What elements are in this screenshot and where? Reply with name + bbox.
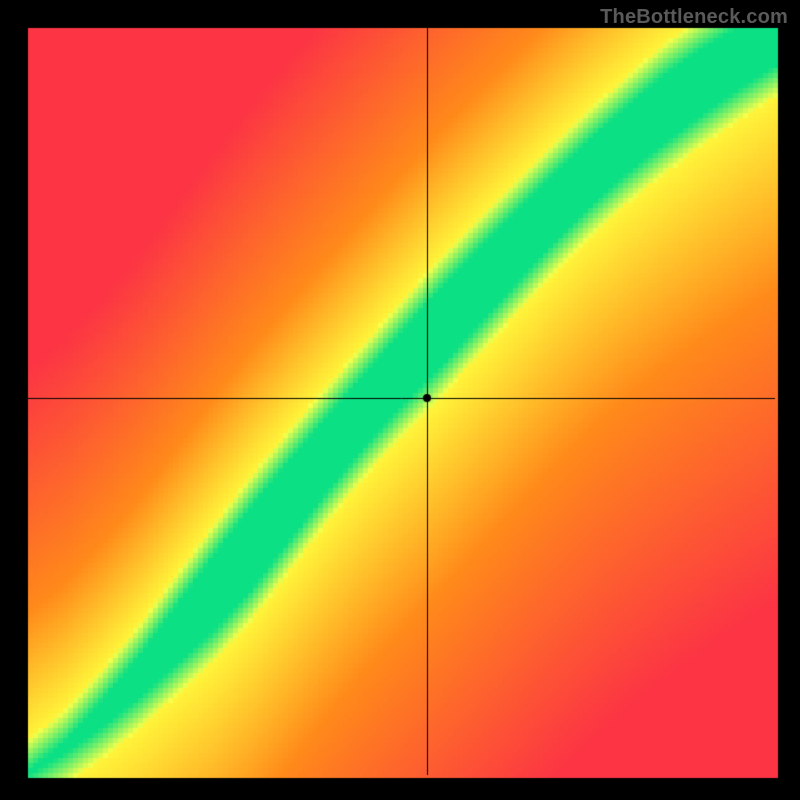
watermark-text: TheBottleneck.com bbox=[600, 6, 788, 29]
crosshair-overlay bbox=[0, 0, 800, 800]
